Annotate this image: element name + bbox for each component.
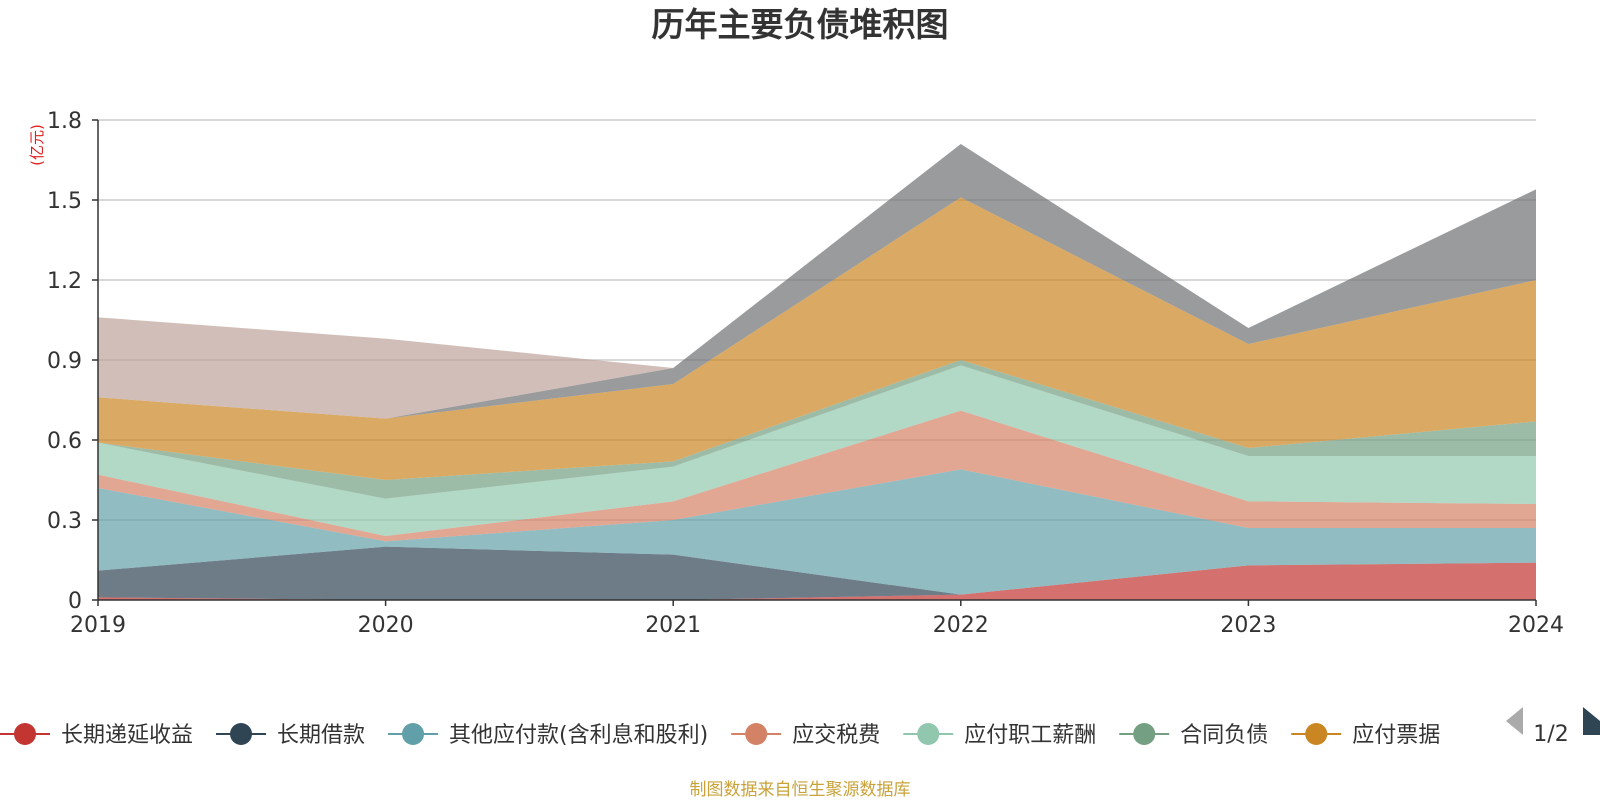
y-axis-unit: (亿元) <box>28 124 46 166</box>
legend-dot-marker <box>745 723 768 745</box>
legend-dot-marker <box>14 723 36 745</box>
area-series <box>98 546 1536 600</box>
chart-title: 历年主要负债堆积图 <box>652 5 949 44</box>
legend-item[interactable]: 应付票据 <box>1291 723 1440 748</box>
legend-pager: 1/2 <box>1506 707 1600 747</box>
x-tick-label: 2020 <box>358 613 414 638</box>
legend-label: 合同负债 <box>1180 723 1268 748</box>
area-series <box>98 197 1536 481</box>
legend-item[interactable]: 应交税费 <box>731 723 880 748</box>
x-tick-label: 2023 <box>1220 613 1276 638</box>
x-tick-label: 2022 <box>933 613 989 638</box>
x-tick-label: 2019 <box>70 613 126 638</box>
y-tick-label: 0.6 <box>47 429 82 454</box>
x-tick-label: 2021 <box>645 613 701 638</box>
legend: 长期递延收益 长期借款 其他应付款(含利息和股利) 应交税费 应付职工薪酬 合同负债 应付票… <box>0 723 1440 748</box>
y-tick-label: 1.8 <box>47 109 82 134</box>
legend-dot-marker <box>1305 723 1328 745</box>
y-tick-label: 1.5 <box>47 189 82 214</box>
x-tick-label: 2024 <box>1508 613 1564 638</box>
legend-label: 其他应付款(含利息和股利) <box>449 723 708 748</box>
legend-label: 长期递延收益 <box>61 723 193 748</box>
y-tick-label: 0 <box>68 589 82 614</box>
area-series <box>98 365 1536 536</box>
legend-label: 应交税费 <box>792 723 880 748</box>
legend-item[interactable]: 应付职工薪酬 <box>903 723 1096 748</box>
legend-dot-marker <box>402 723 425 745</box>
area-series <box>98 410 1536 542</box>
legend-prev-arrow-icon[interactable] <box>1506 707 1523 735</box>
legend-item[interactable]: 合同负债 <box>1119 723 1268 748</box>
axes: 0 0.3 0.6 0.9 1.2 1.5 1.8 2019 2020 2021 2022 2023 2… <box>47 109 1564 638</box>
area-series <box>98 144 1536 419</box>
legend-label: 应付票据 <box>1352 723 1440 748</box>
legend-label: 应付职工薪酬 <box>964 723 1096 748</box>
area-series <box>98 469 1536 595</box>
legend-dot-marker <box>917 723 940 745</box>
legend-item[interactable]: 其他应付款(含利息和股利) <box>388 723 708 748</box>
area-series-group <box>98 144 1536 600</box>
legend-item[interactable]: 长期递延收益 <box>0 723 193 748</box>
legend-items: 长期递延收益 长期借款 其他应付款(含利息和股利) 应交税费 应付职工薪酬 合同负债 应付票… <box>0 723 1440 748</box>
y-tick-label: 0.9 <box>47 349 82 374</box>
legend-dot-marker <box>1133 723 1156 745</box>
legend-label: 长期借款 <box>277 723 365 748</box>
area-series <box>98 144 1536 419</box>
y-tick-label: 0.3 <box>47 509 82 534</box>
legend-page-indicator: 1/2 <box>1533 722 1568 747</box>
data-source-note: 制图数据来自恒生聚源数据库 <box>690 780 911 800</box>
legend-dot-marker <box>230 723 253 745</box>
legend-next-arrow-icon[interactable] <box>1583 707 1600 735</box>
area-series <box>98 562 1536 600</box>
y-tick-label: 1.2 <box>47 269 82 294</box>
legend-item[interactable]: 长期借款 <box>216 723 365 748</box>
